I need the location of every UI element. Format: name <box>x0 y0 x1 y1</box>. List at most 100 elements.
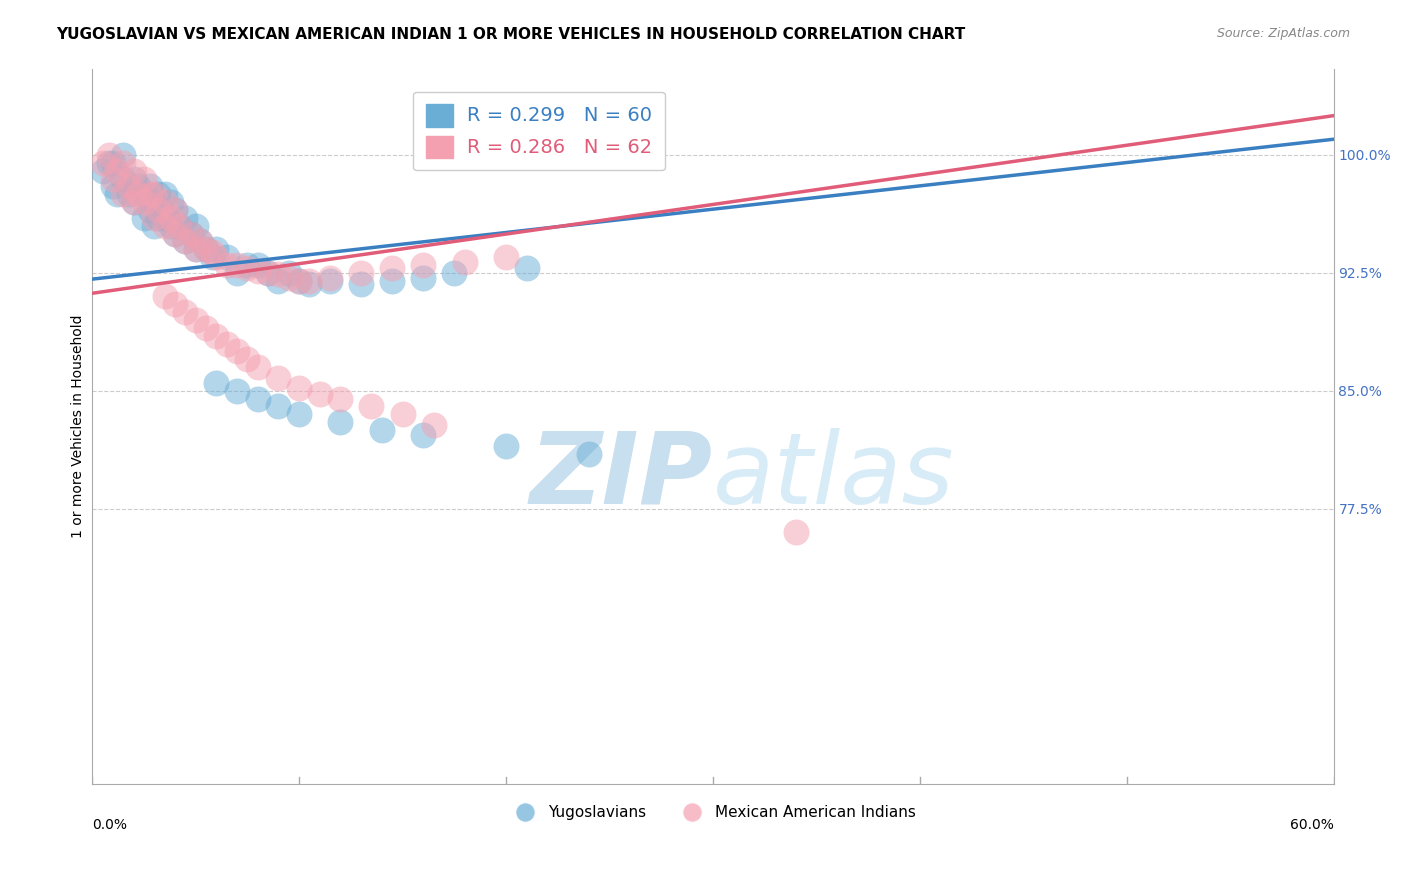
Point <box>360 400 382 414</box>
Point <box>495 250 517 264</box>
Point <box>215 250 238 264</box>
Point <box>153 211 176 225</box>
Point <box>246 392 269 406</box>
Point <box>516 261 538 276</box>
Point <box>163 297 186 311</box>
Point <box>194 242 217 256</box>
Point <box>112 171 135 186</box>
Point <box>122 171 145 186</box>
Point <box>112 148 135 162</box>
Point <box>159 219 181 233</box>
Point <box>163 202 186 217</box>
Point <box>143 211 166 225</box>
Point <box>91 163 114 178</box>
Point <box>785 525 807 540</box>
Point <box>159 211 181 225</box>
Point <box>153 219 176 233</box>
Point <box>127 179 149 194</box>
Point <box>194 242 217 256</box>
Point <box>412 270 434 285</box>
Point <box>167 219 190 233</box>
Point <box>329 415 352 429</box>
Point <box>277 266 299 280</box>
Point <box>122 195 145 210</box>
Point <box>139 202 162 217</box>
Text: 0.0%: 0.0% <box>93 818 127 832</box>
Point <box>267 268 290 282</box>
Point <box>350 266 373 280</box>
Point <box>153 289 176 303</box>
Point <box>236 258 259 272</box>
Point <box>101 156 124 170</box>
Point <box>153 187 176 202</box>
Point <box>148 187 170 202</box>
Point <box>381 261 404 276</box>
Point <box>127 187 149 202</box>
Y-axis label: 1 or more Vehicles in Household: 1 or more Vehicles in Household <box>72 314 86 538</box>
Point <box>226 384 249 398</box>
Point <box>267 274 290 288</box>
Text: atlas: atlas <box>713 427 955 524</box>
Point <box>246 258 269 272</box>
Point <box>180 227 202 241</box>
Point <box>381 274 404 288</box>
Point <box>412 258 434 272</box>
Point <box>298 277 321 291</box>
Point <box>412 427 434 442</box>
Point <box>267 400 290 414</box>
Point <box>143 195 166 210</box>
Point <box>180 227 202 241</box>
Text: 60.0%: 60.0% <box>1289 818 1333 832</box>
Point <box>288 381 311 395</box>
Point <box>288 274 311 288</box>
Point <box>194 321 217 335</box>
Point <box>226 344 249 359</box>
Point <box>226 266 249 280</box>
Point <box>101 171 124 186</box>
Point <box>105 163 128 178</box>
Point <box>288 407 311 421</box>
Point <box>236 352 259 367</box>
Point <box>205 328 228 343</box>
Point <box>329 392 352 406</box>
Point <box>308 387 330 401</box>
Point <box>143 187 166 202</box>
Point <box>215 336 238 351</box>
Point <box>167 219 190 233</box>
Point <box>132 195 155 210</box>
Point <box>188 235 211 249</box>
Point <box>184 242 207 256</box>
Point <box>215 258 238 272</box>
Point <box>139 179 162 194</box>
Point <box>236 261 259 276</box>
Point <box>153 195 176 210</box>
Point <box>205 242 228 256</box>
Point <box>148 202 170 217</box>
Point <box>246 264 269 278</box>
Point <box>132 171 155 186</box>
Point <box>112 156 135 170</box>
Point <box>174 211 197 225</box>
Point <box>184 242 207 256</box>
Point <box>139 187 162 202</box>
Point <box>391 407 413 421</box>
Point <box>105 187 128 202</box>
Point <box>201 245 224 260</box>
Point <box>319 270 342 285</box>
Point <box>132 187 155 202</box>
Point <box>226 258 249 272</box>
Point <box>163 202 186 217</box>
Text: YUGOSLAVIAN VS MEXICAN AMERICAN INDIAN 1 OR MORE VEHICLES IN HOUSEHOLD CORRELATI: YUGOSLAVIAN VS MEXICAN AMERICAN INDIAN 1… <box>56 27 966 42</box>
Point <box>91 156 114 170</box>
Point <box>112 187 135 202</box>
Point <box>422 418 444 433</box>
Point <box>97 148 120 162</box>
Point <box>257 266 280 280</box>
Point <box>122 163 145 178</box>
Point <box>205 250 228 264</box>
Point <box>350 277 373 291</box>
Point <box>159 195 181 210</box>
Point <box>288 274 311 288</box>
Point <box>118 187 141 202</box>
Point <box>319 274 342 288</box>
